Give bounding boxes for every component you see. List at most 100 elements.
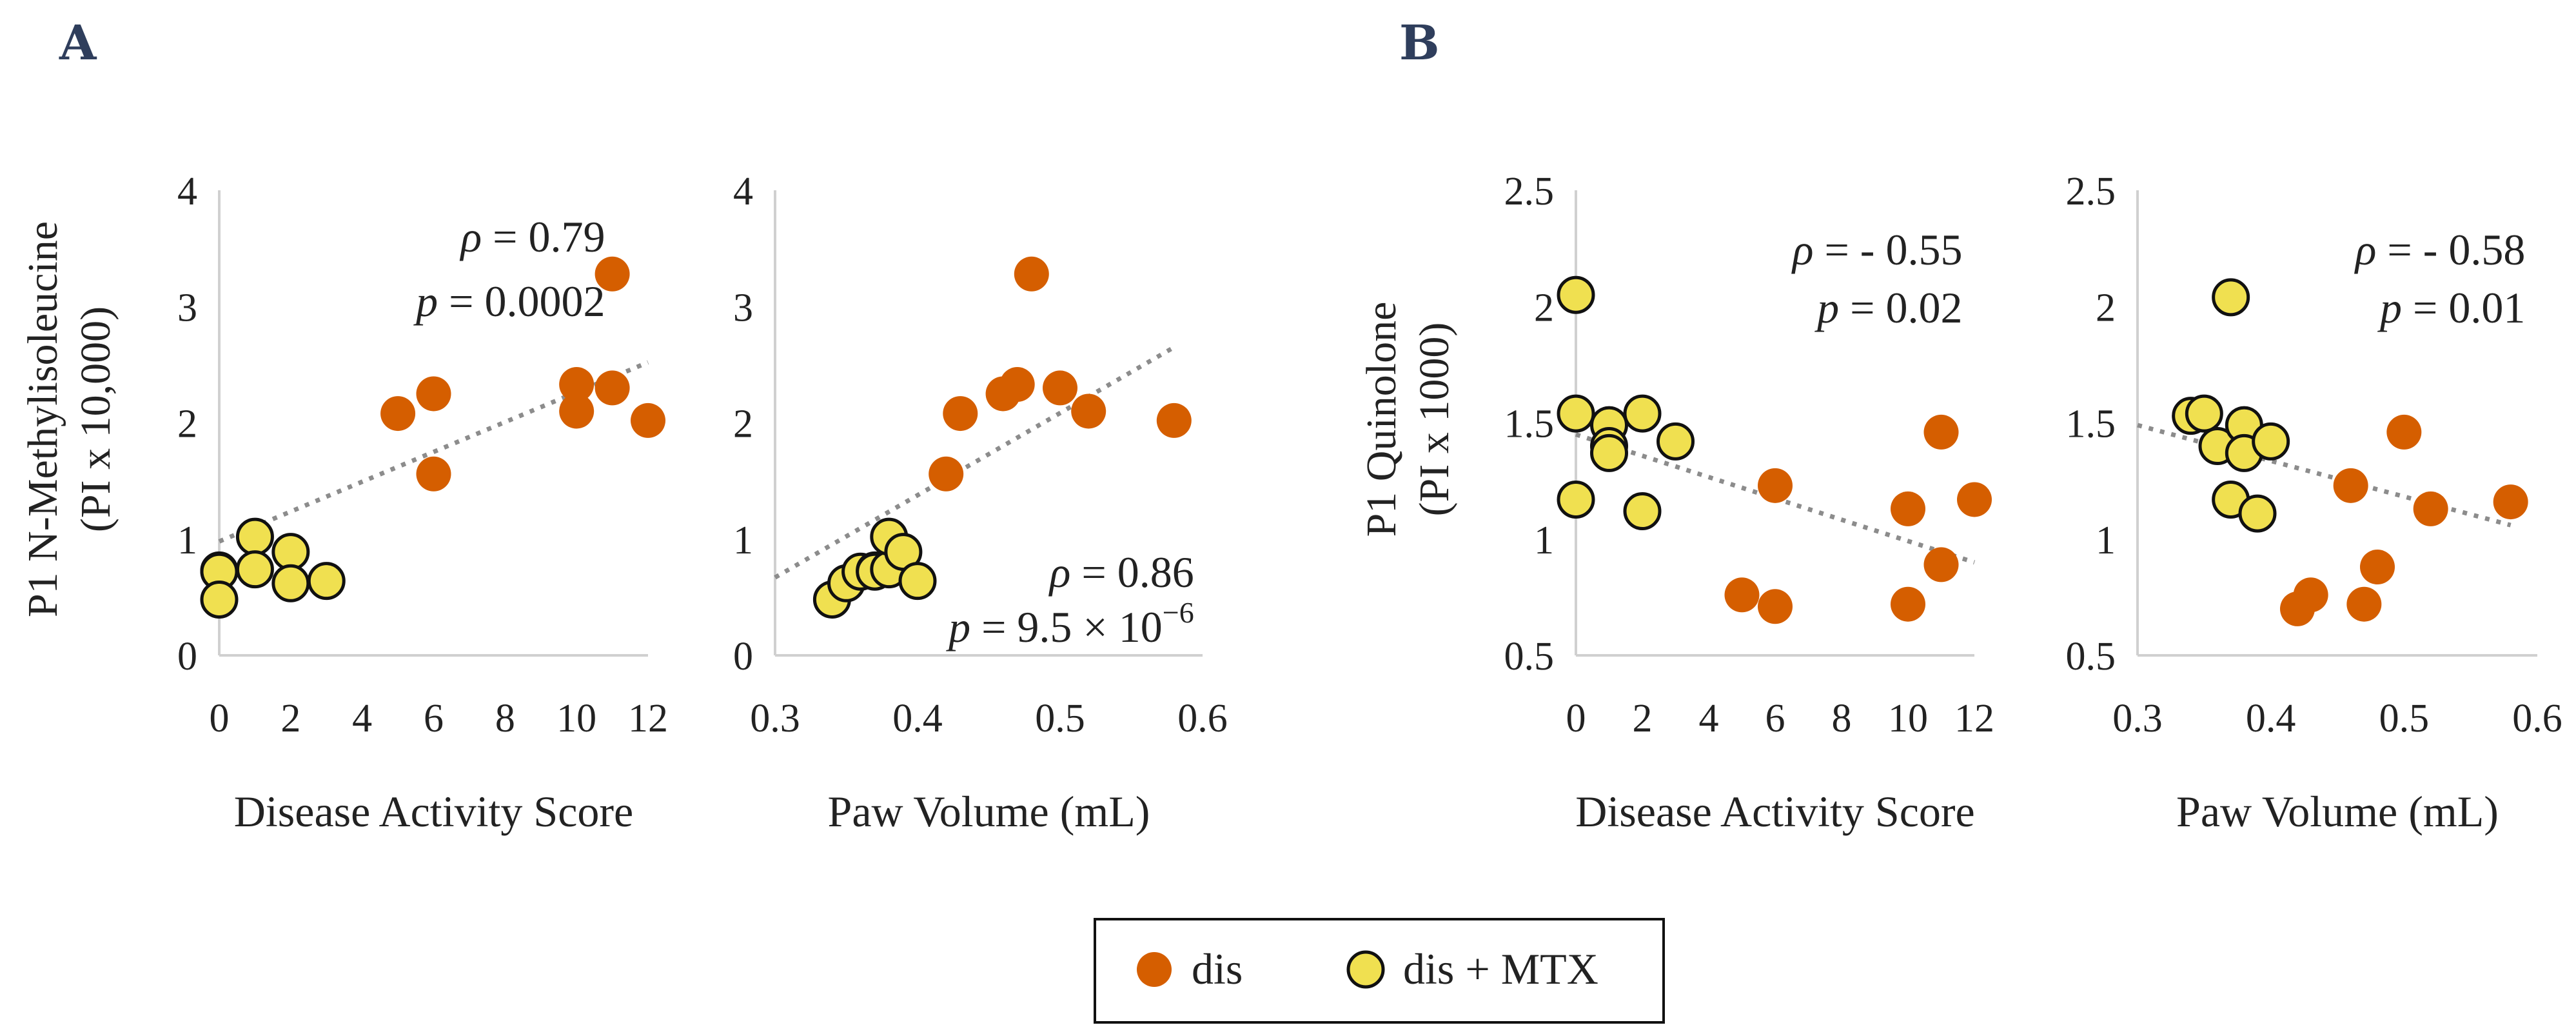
point-dis <box>595 256 630 292</box>
y-tick-label: 1.5 <box>2066 403 2116 446</box>
point-dis <box>380 396 416 432</box>
rho-annotation: ρ = 0.86 <box>1048 548 1194 597</box>
x-tick-label: 2 <box>280 697 300 741</box>
point-dis-mtx <box>235 550 274 589</box>
point-dis-mtx <box>1590 433 1628 472</box>
x-tick-label: 0.4 <box>2246 697 2296 741</box>
rho-annotation: ρ = - 0.58 <box>2354 225 2526 274</box>
point-dis-mtx <box>1557 480 1595 519</box>
x-tick-label: 12 <box>628 697 668 741</box>
point-dis <box>999 367 1035 403</box>
plot-a-paw-volume: 0 1 2 3 4 0.3 0.4 0.5 0.6 Paw Volume (mL) ρ = 0.86… <box>733 170 1228 836</box>
y-tick-label: 0 <box>177 635 197 679</box>
trendline <box>774 345 1175 580</box>
y-tick-label: 0.5 <box>1504 635 1555 679</box>
x-tick-label: 0.5 <box>1035 697 1085 741</box>
point-dis <box>416 456 451 492</box>
panel-letter-b: B <box>1399 15 1440 71</box>
y-tick-label: 2 <box>2096 286 2116 330</box>
x-tick-label: 10 <box>556 697 596 741</box>
x-tick-label: 4 <box>1699 697 1719 741</box>
point-dis <box>2360 550 2395 585</box>
point-dis-mtx <box>1557 394 1595 433</box>
point-dis-mtx <box>271 533 310 572</box>
p-annotation: p = 0.0002 <box>413 277 605 326</box>
x-tick-label: 0 <box>1566 697 1586 741</box>
x-axis-title: Paw Volume (mL) <box>828 787 1150 836</box>
y-tick-label: 1 <box>1534 519 1554 562</box>
x-axis-title: Disease Activity Score <box>234 787 633 836</box>
point-dis <box>1758 468 1793 503</box>
point-dis-mtx <box>2252 422 2290 461</box>
panel-letter-a: A <box>59 15 97 71</box>
x-tick-label: 0.3 <box>750 697 800 741</box>
x-tick-label: 0.5 <box>2379 697 2430 741</box>
point-dis <box>1891 491 1925 526</box>
ylabel-b-line1: P1 Quinolone <box>1358 302 1405 537</box>
y-tick-label: 2.5 <box>2066 170 2116 214</box>
x-tick-label: 12 <box>1954 697 1994 741</box>
point-dis <box>631 403 665 438</box>
legend-marker-dis <box>1137 952 1172 987</box>
x-tick-label: 8 <box>1832 697 1852 741</box>
point-dis <box>1156 403 1192 438</box>
point-dis <box>1923 414 1959 450</box>
point-dis <box>1043 370 1077 406</box>
y-tick-label: 1 <box>733 519 753 562</box>
point-dis <box>1957 482 1992 517</box>
point-dis <box>1724 577 1760 613</box>
point-dis <box>943 396 978 432</box>
y-tick-label: 2 <box>733 403 753 446</box>
x-tick-label: 6 <box>424 697 444 741</box>
point-dis-mtx <box>1657 422 1695 461</box>
point-dis <box>1923 547 1959 582</box>
legend-label-dis: dis <box>1192 944 1243 993</box>
x-axis-title: Paw Volume (mL) <box>2176 787 2499 836</box>
ylabel-b-2: (PI x 1000) <box>1411 323 1458 517</box>
point-dis <box>1891 586 1925 622</box>
y-tick-label: 1 <box>177 519 197 562</box>
x-tick-label: 0.4 <box>892 697 943 741</box>
point-dis <box>1071 393 1106 429</box>
x-tick-label: 0.3 <box>2112 697 2163 741</box>
point-dis <box>595 370 630 406</box>
y-tick-label: 2 <box>177 403 197 446</box>
y-tick-label: 4 <box>177 170 197 214</box>
x-tick-label: 2 <box>1633 697 1653 741</box>
point-dis-mtx <box>1623 394 1662 433</box>
legend-marker-mtx <box>1346 950 1385 989</box>
rho-annotation: ρ = - 0.55 <box>1791 225 1963 274</box>
point-dis-mtx <box>1557 275 1595 314</box>
point-dis-mtx <box>2185 394 2223 433</box>
point-dis <box>2333 468 2368 503</box>
x-tick-label: 4 <box>352 697 372 741</box>
point-dis-mtx <box>235 517 274 556</box>
point-dis-mtx <box>1623 492 1662 530</box>
p-annotation: p = 9.5 × 10−6 <box>946 596 1194 651</box>
point-dis <box>929 456 964 492</box>
y-tick-label: 2 <box>1534 286 1554 330</box>
rho-annotation: ρ = 0.79 <box>460 212 605 261</box>
point-dis-mtx <box>2238 494 2277 533</box>
x-tick-label: 10 <box>1888 697 1928 741</box>
point-dis <box>559 367 595 403</box>
ylabel-a: P1 N-Methylisoleucine <box>19 221 66 617</box>
ylabel-b: P1 Quinolone <box>1358 302 1405 537</box>
point-dis-mtx <box>307 562 346 601</box>
p-annotation: p = 0.02 <box>1814 283 1962 332</box>
y-tick-label: 0 <box>733 635 753 679</box>
ylabel-a-2: (PI x 10,000) <box>72 306 119 532</box>
p-annotation: p = 0.01 <box>2377 283 2525 332</box>
legend-label-mtx: dis + MTX <box>1403 944 1598 993</box>
y-tick-label: 3 <box>177 286 197 330</box>
ylabel-a-line2: (PI x 10,000) <box>72 306 119 532</box>
x-tick-label: 8 <box>495 697 515 741</box>
y-tick-label: 1.5 <box>1504 403 1555 446</box>
point-dis <box>2413 491 2448 526</box>
y-tick-label: 2.5 <box>1504 170 1555 214</box>
point-dis <box>2493 484 2528 520</box>
point-dis <box>2346 586 2382 622</box>
point-dis <box>1014 256 1049 292</box>
